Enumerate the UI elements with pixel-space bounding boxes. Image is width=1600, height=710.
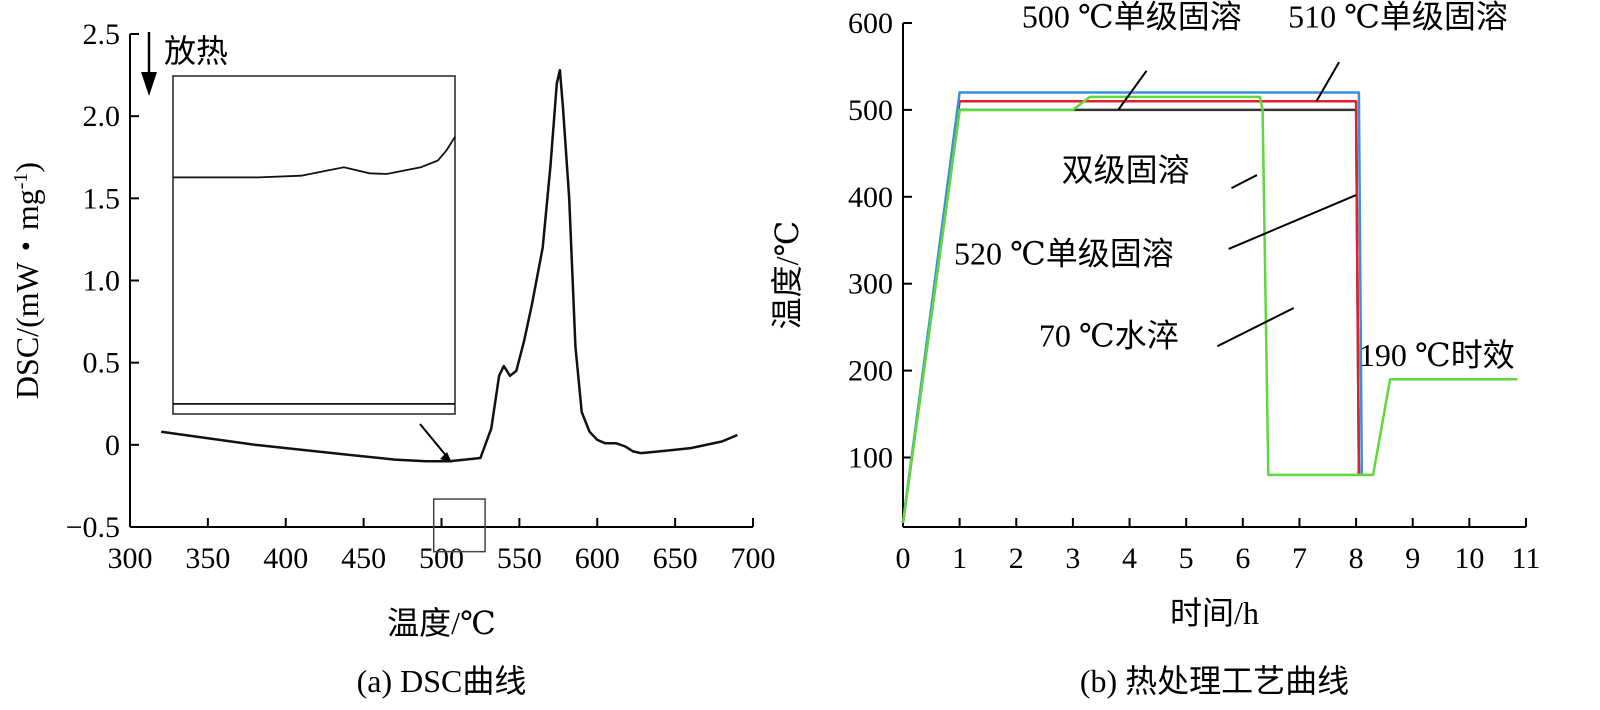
x-tick-label: 2 [1009,542,1024,575]
inset-pointer-line [419,423,449,459]
y-tick-label: 100 [848,441,893,474]
annotation-label: 510 ℃单级固溶 [1288,0,1508,34]
x-tick-label: 300 [108,542,153,575]
x-tick-label: 350 [185,542,230,575]
zoom-window [432,498,486,553]
y-tick-label: 0.5 [83,347,121,380]
caption-b: (b) 热处理工艺曲线 [1080,663,1349,699]
annotation-label: 520 ℃单级固溶 [954,236,1174,272]
y-tick-label: 400 [848,181,893,214]
x-tick-label: 700 [731,542,776,575]
y-axis-label: DSC/(mW・mg-1) [9,162,45,399]
x-tick-label: 11 [1512,542,1541,575]
annotation-label: 190 ℃时效 [1359,337,1515,373]
annotation-pointer [1117,70,1148,111]
x-tick-label: 5 [1179,542,1194,575]
x-tick-label: 9 [1405,542,1420,575]
y-axis-label-close: ) [9,162,45,173]
x-tick-label: 8 [1349,542,1364,575]
inset-frame [172,75,456,415]
x-tick-label: 550 [497,542,542,575]
dsc-chart: 300 350 400 450 500 550 600 650 700 −0.5 0 0.5 1.0 1.… [9,18,776,699]
x-tick-label: 500 [419,542,464,575]
y-tick-label: 200 [848,355,893,388]
dsc-curve [161,68,738,463]
series-line-double [901,95,1518,523]
y-tick-label: 2.5 [83,18,121,51]
y-tick-label: 1.5 [83,182,121,215]
exo-label: 放热 [164,33,228,69]
annotation-pointer [1231,174,1258,189]
annotation-pointer [1216,307,1295,348]
annotation-pointer [1315,61,1340,102]
annotation-label: 70 ℃水淬 [1039,317,1179,353]
x-axis-label: 时间/h [1170,595,1259,631]
x-tick-label: 450 [341,542,386,575]
x-tick-label: 7 [1292,542,1307,575]
y-tick-label: 600 [848,7,893,40]
x-tick-label: 6 [1235,542,1250,575]
y-tick-label: −0.5 [66,511,120,544]
x-tick-label: 10 [1454,542,1484,575]
y-tick-label: 1.0 [83,265,121,298]
x-tick-label: 4 [1122,542,1137,575]
x-tick-label: 0 [896,542,911,575]
x-tick-label: 400 [263,542,308,575]
y-tick-label: 2.0 [83,100,121,133]
x-tick-label: 3 [1065,542,1080,575]
y-tick-label: 500 [848,94,893,127]
y-axis-label-exponent: -1 [10,173,32,190]
inset-curve [173,136,456,179]
heat-treatment-chart: 0 1 2 3 4 5 6 7 8 9 10 11 100 200 300 400 500 600 时间/h 温度/℃… [769,0,1540,699]
annotation-label: 双级固溶 [1062,152,1190,188]
annotation-label: 500 ℃单级固溶 [1022,0,1242,34]
x-tick-label: 650 [653,542,698,575]
x-tick-label: 1 [952,542,967,575]
exo-arrow-head [141,72,157,96]
y-axis-label: 温度/℃ [769,221,805,330]
x-tick-label: 600 [575,542,620,575]
x-axis-label: 温度/℃ [387,605,496,641]
y-tick-label: 300 [848,268,893,301]
caption-a: (a) DSC曲线 [357,663,527,699]
annotation-pointer [1228,194,1357,250]
y-tick-label: 0 [105,429,120,462]
